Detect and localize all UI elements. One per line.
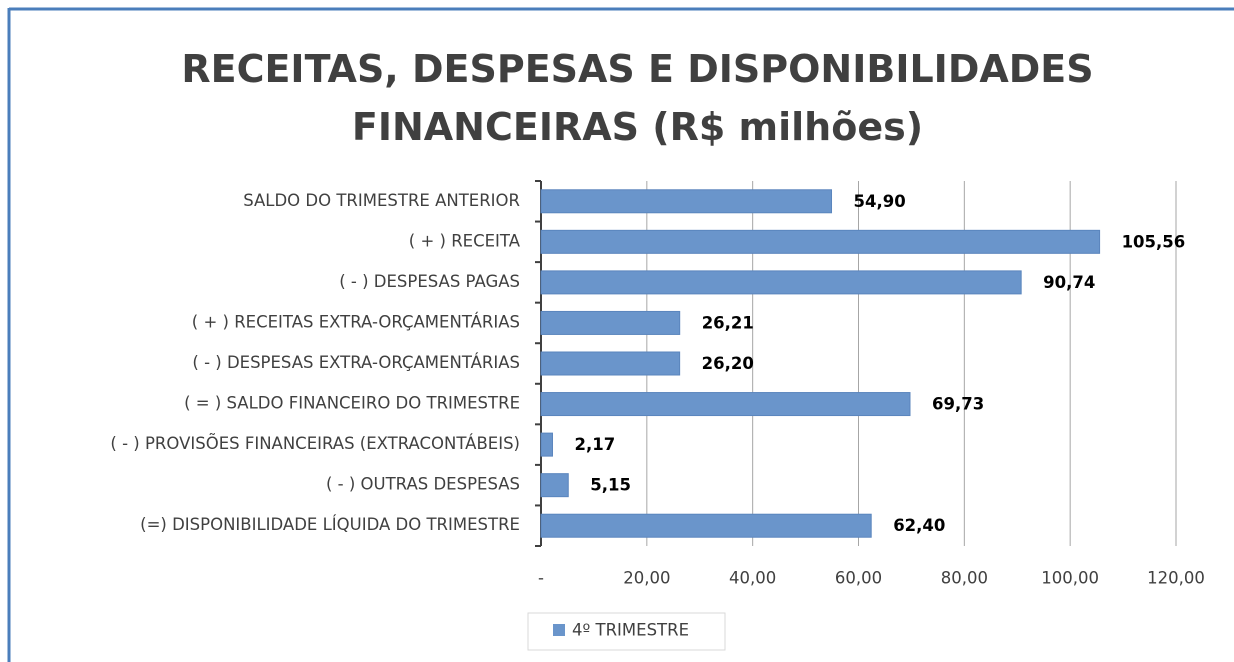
bar xyxy=(540,189,833,214)
y-tick-label: ( - ) PROVISÕES FINANCEIRAS (EXTRACONTÁB… xyxy=(110,434,520,453)
bar xyxy=(540,270,1022,295)
bar xyxy=(540,513,872,538)
x-tick-label: 120,00 xyxy=(1147,569,1205,588)
value-label: 90,74 xyxy=(1043,273,1095,292)
value-label: 105,56 xyxy=(1122,232,1186,251)
bar xyxy=(540,351,681,376)
bar xyxy=(540,392,911,417)
x-tick-label: 20,00 xyxy=(623,569,670,588)
value-label: 5,15 xyxy=(590,476,631,495)
x-tick-label: 100,00 xyxy=(1041,569,1099,588)
legend-swatch xyxy=(553,624,565,636)
value-label: 54,90 xyxy=(854,192,906,211)
y-tick-label: ( + ) RECEITAS EXTRA-ORÇAMENTÁRIAS xyxy=(192,312,520,331)
y-tick-label: SALDO DO TRIMESTRE ANTERIOR xyxy=(243,191,520,210)
x-tick-label: 60,00 xyxy=(835,569,882,588)
y-tick-label: ( - ) DESPESAS EXTRA-ORÇAMENTÁRIAS xyxy=(192,353,520,372)
y-tick-label: ( - ) DESPESAS PAGAS xyxy=(339,272,520,291)
value-label: 69,73 xyxy=(932,395,984,414)
bar xyxy=(540,310,681,335)
legend-box xyxy=(527,612,726,651)
bar xyxy=(540,473,569,498)
legend-label: 4º TRIMESTRE xyxy=(572,621,689,640)
value-label: 26,20 xyxy=(702,354,754,373)
bar xyxy=(540,432,553,457)
y-tick-label: (=) DISPONIBILIDADE LÍQUIDA DO TRIMESTRE xyxy=(140,515,520,534)
value-label: 26,21 xyxy=(702,313,754,332)
chart-title: RECEITAS, DESPESAS E DISPONIBILIDADES FI… xyxy=(181,47,1094,149)
x-tick-label: - xyxy=(538,569,544,588)
x-tick-label: 80,00 xyxy=(941,569,988,588)
y-tick-label: ( - ) OUTRAS DESPESAS xyxy=(326,475,520,494)
bar xyxy=(540,229,1101,254)
y-tick-label: ( + ) RECEITA xyxy=(409,231,521,250)
x-tick-label: 40,00 xyxy=(729,569,776,588)
value-label: 2,17 xyxy=(574,435,615,454)
value-label: 62,40 xyxy=(893,516,945,535)
y-tick-label: ( = ) SALDO FINANCEIRO DO TRIMESTRE xyxy=(184,394,520,413)
